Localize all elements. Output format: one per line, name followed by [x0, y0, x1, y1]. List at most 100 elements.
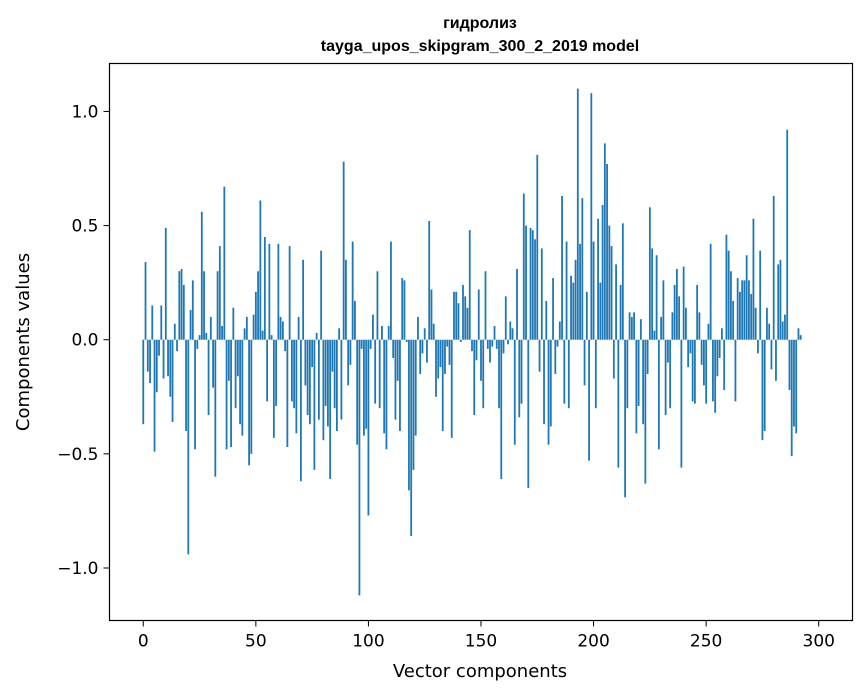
bar-219 [635, 339, 638, 434]
bar-224 [646, 339, 649, 374]
bar-148 [475, 339, 478, 361]
bar-239 [680, 339, 683, 468]
bar-107 [383, 339, 386, 434]
bar-131 [437, 339, 440, 379]
bar-29 [207, 339, 210, 416]
bar-152 [484, 271, 487, 340]
bar-87 [338, 328, 341, 340]
bar-69 [297, 316, 300, 340]
chart-title: гидролиз [443, 15, 517, 32]
y-tick-label: −1.0 [57, 559, 98, 579]
bar-46 [245, 316, 248, 340]
bar-10 [164, 227, 167, 340]
bar-236 [673, 284, 676, 340]
bar-252 [709, 243, 712, 340]
bar-104 [376, 271, 379, 340]
bar-53 [261, 330, 264, 340]
bar-274 [759, 250, 762, 340]
bar-291 [797, 328, 800, 340]
bar-209 [612, 339, 615, 379]
bar-162 [507, 339, 509, 345]
bar-213 [621, 223, 624, 340]
x-tick-label: 100 [352, 632, 384, 652]
bar-282 [777, 264, 780, 340]
bar-200 [592, 241, 595, 340]
bar-77 [315, 332, 318, 340]
bar-1 [144, 262, 147, 340]
bar-57 [270, 335, 273, 340]
bar-2 [146, 339, 149, 372]
bar-66 [290, 339, 293, 402]
bar-273 [757, 339, 759, 354]
bar-234 [669, 339, 672, 409]
bar-257 [721, 328, 723, 340]
bar-103 [374, 339, 377, 404]
bar-263 [734, 339, 737, 402]
bar-93 [351, 241, 354, 340]
bar-21 [189, 310, 192, 340]
bar-24 [196, 339, 199, 349]
bar-140 [457, 303, 460, 340]
bar-195 [581, 198, 584, 340]
bar-39 [230, 339, 232, 448]
bar-266 [741, 280, 744, 340]
bar-138 [453, 291, 455, 340]
x-tick-label: 50 [245, 632, 267, 652]
bar-269 [748, 280, 750, 340]
bar-86 [336, 339, 338, 432]
bar-279 [770, 339, 773, 370]
bar-287 [788, 339, 791, 390]
bar-153 [486, 339, 489, 349]
bar-176 [538, 339, 541, 372]
bar-113 [396, 339, 399, 381]
bar-136 [448, 339, 451, 365]
bar-11 [167, 339, 169, 377]
bar-106 [381, 326, 383, 340]
bar-147 [473, 339, 476, 416]
bar-194 [579, 243, 581, 340]
chart-subtitle: tayga_upos_skipgram_300_2_2019 model [321, 38, 639, 55]
bar-102 [372, 314, 374, 340]
bar-228 [655, 255, 658, 340]
bar-127 [428, 221, 431, 340]
bar-27 [203, 271, 205, 340]
bar-61 [279, 316, 282, 340]
bar-241 [684, 307, 687, 340]
bar-49 [252, 314, 255, 340]
bar-30 [209, 316, 212, 340]
bar-165 [513, 339, 516, 445]
bar-101 [369, 339, 372, 349]
bar-161 [504, 296, 507, 340]
bar-33 [216, 271, 219, 340]
bar-122 [417, 316, 419, 340]
bar-189 [567, 339, 570, 409]
bar-3 [149, 339, 151, 384]
bar-54 [263, 236, 266, 340]
bar-71 [302, 259, 305, 340]
bar-206 [606, 163, 608, 340]
bar-139 [455, 291, 458, 340]
bar-179 [545, 300, 548, 340]
bar-220 [637, 339, 640, 406]
bar-180 [547, 339, 550, 445]
bar-17 [180, 268, 183, 340]
bar-244 [691, 339, 694, 402]
bar-223 [644, 339, 647, 484]
bar-129 [432, 323, 435, 340]
bar-91 [347, 339, 350, 386]
bar-164 [511, 328, 514, 340]
bar-203 [599, 282, 602, 340]
bar-88 [340, 339, 343, 420]
bar-281 [775, 339, 777, 381]
bar-125 [423, 328, 426, 340]
bar-238 [678, 296, 681, 340]
bar-170 [525, 225, 527, 340]
bar-14 [173, 323, 176, 340]
bar-63 [284, 339, 287, 352]
bar-243 [689, 339, 692, 354]
bar-267 [743, 280, 746, 340]
bar-226 [651, 248, 654, 340]
bar-90 [345, 259, 347, 340]
bar-116 [403, 280, 406, 340]
